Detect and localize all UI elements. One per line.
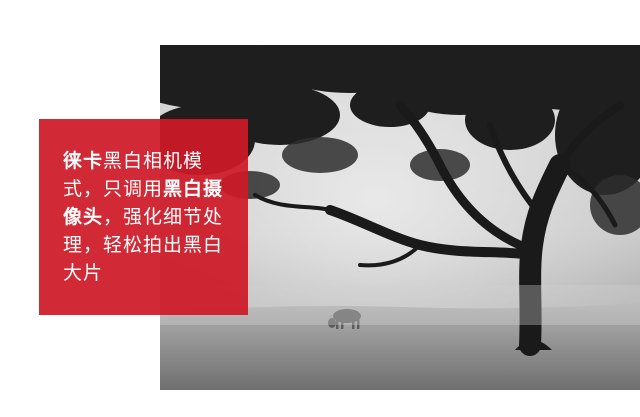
foggy-tree-photo [160,45,640,390]
caption-segment-1: 黑白相机模式，只调用 [63,150,204,200]
caption-highlight: 黑白摄像头 [63,178,224,228]
caption-text: 徕卡黑白相机模式，只调用黑白摄像头，强化细节处理，轻松拍出黑白大片 [63,147,230,287]
caption-brand: 徕卡 [63,150,104,172]
caption-panel: 徕卡黑白相机模式，只调用黑白摄像头，强化细节处理，轻松拍出黑白大片 [39,119,248,315]
caption-segment-2: ，强化细节处理，轻松拍出黑白大片 [63,206,224,284]
